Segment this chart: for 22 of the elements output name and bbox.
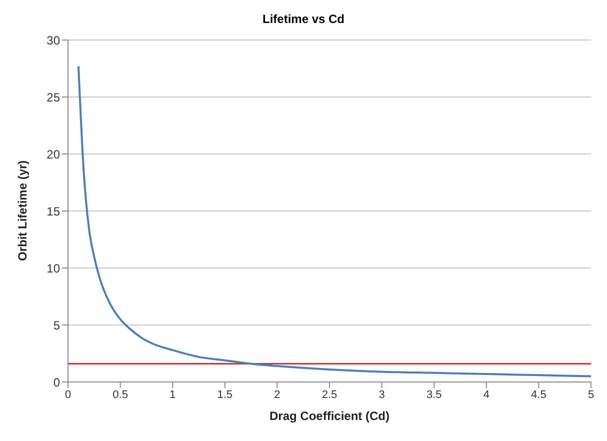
x-tick-label: 0.5 [112,388,128,401]
x-tick-label: 2 [274,388,280,401]
x-tick-label: 4 [483,388,490,401]
y-axis-title: Orbit Lifetime (yr) [15,160,30,261]
x-tick-label: 3.5 [426,388,442,401]
x-tick-label: 3 [378,388,385,401]
y-tick-label: 15 [46,204,60,218]
x-tick-label: 0 [64,388,72,401]
y-tick-label: 5 [53,318,60,332]
line-series [77,65,591,378]
x-tick-label: 4.5 [531,388,546,401]
y-tick-label: 20 [46,147,60,162]
x-axis-title: Drag Coefficient (Cd) [270,409,390,423]
chart-title: Lifetime vs Cd [261,11,346,28]
x-tick-label: 5 [588,388,594,401]
y-tick-label: 10 [46,261,60,276]
x-tick-label: 1.5 [217,388,233,401]
y-tick-label: 25 [46,90,60,104]
y-tick-label: 30 [46,33,60,48]
x-tick-label: 1 [170,388,176,401]
x-tick-label: 2.5 [322,388,338,401]
y-tick-label: 0 [53,375,60,390]
